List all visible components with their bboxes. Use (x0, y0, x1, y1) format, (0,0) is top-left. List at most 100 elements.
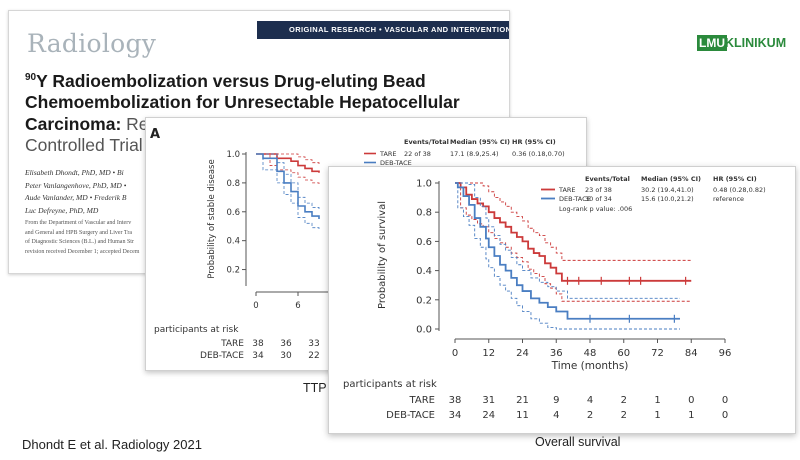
legend-series-name: TARE (379, 150, 397, 158)
risk-value: 38 (252, 339, 264, 349)
legend-median: 30.2 (19.4,41.0) (641, 186, 694, 194)
x-tick-label: 60 (617, 348, 630, 359)
debtace-ci-upper (455, 182, 680, 299)
risk-value: 2 (621, 410, 627, 421)
tare-ci-upper (455, 182, 692, 261)
logo-box: LMU (697, 35, 727, 51)
legend-series-name: TARE (558, 186, 576, 194)
legend-events: 30 of 34 (585, 195, 612, 203)
risk-value: 4 (587, 395, 593, 406)
legend-series-name: DEB-TACE (380, 159, 412, 167)
legend-median: 15.6 (10.0,21.2) (641, 195, 694, 203)
debtace-ci-lower (455, 182, 680, 330)
y-tick-label: 0.2 (416, 295, 432, 306)
affiliation-line: and General and HPB Surgery and Liver Tr… (25, 229, 133, 236)
risk-table-title: participants at risk (154, 325, 239, 335)
y-tick-label: 0.8 (416, 208, 432, 219)
y-tick-label: 1.0 (416, 179, 432, 190)
risk-value: 36 (280, 339, 292, 349)
author-line: Peter Vanlangenhove, PhD, MD • (25, 180, 127, 190)
legend-events: 23 of 38 (585, 186, 612, 194)
legend-series-name: DEB-TACE (559, 195, 591, 203)
author-line: Elisabeth Dhondt, PhD, MD • Bi (25, 168, 124, 177)
legend-header: HR (95% CI) (512, 138, 556, 146)
risk-value: 0 (722, 410, 728, 421)
affiliation-line: of Diagnostic Sciences (B.L.) and Human … (25, 239, 134, 245)
legend-header: Median (95% CI) (450, 138, 510, 146)
legend-median: 17.1 (8.9,25.4) (450, 150, 499, 158)
risk-value: 0 (688, 395, 694, 406)
risk-value: 34 (449, 410, 462, 421)
debtace-ci-lower (256, 153, 320, 231)
risk-row-name: DEB-TACE (386, 410, 435, 421)
x-tick-label: 96 (719, 348, 732, 359)
y-tick-label: 0.4 (226, 237, 240, 247)
risk-value: 1 (688, 410, 694, 421)
os-chart-card: Probability of survival 1.0 0.8 0.6 0.4 0.2 0.… (328, 166, 796, 434)
y-tick-label: 0.8 (226, 179, 240, 189)
y-tick-label: 0.2 (226, 266, 240, 276)
debtace-curve (455, 182, 680, 320)
tare-ci-lower (455, 182, 692, 302)
y-tick-label: 0.4 (416, 266, 432, 277)
tare-curve (455, 182, 692, 282)
risk-value: 2 (587, 410, 593, 421)
tare-ci-upper (256, 153, 320, 165)
tare-ci-lower (256, 153, 320, 185)
risk-value: 31 (482, 395, 495, 406)
x-tick-label: 0 (452, 348, 458, 359)
y-tick-label: 1.0 (226, 150, 240, 160)
risk-value: 38 (449, 395, 462, 406)
y-axis-label: Probability of survival (377, 201, 388, 309)
x-axis-label: Time (months) (551, 360, 629, 372)
logrank-p-value: Log-rank p value: .006 (559, 205, 632, 213)
citation: Dhondt E et al. Radiology 2021 (22, 437, 202, 452)
affiliation-line: revision received December 1; accepted D… (25, 248, 140, 255)
risk-value: 24 (482, 410, 495, 421)
risk-value: 22 (308, 351, 319, 361)
title-main: Y Radioembolization versus Drug-eluting … (25, 70, 460, 134)
legend-header: Events/Total (404, 138, 449, 146)
risk-value: 33 (308, 339, 319, 349)
author-list: Elisabeth Dhondt, PhD, MD • Bi Peter Van… (25, 167, 175, 217)
panel-label: A (150, 127, 160, 142)
author-line: Aude Vanlander, MD • Frederik B (25, 193, 127, 202)
journal-name: Radiology (27, 29, 157, 58)
x-tick-label: 84 (685, 348, 698, 359)
x-tick-label: 48 (584, 348, 597, 359)
legend-hr: 0.48 (0.28,0.82) (713, 186, 766, 194)
x-tick-label: 36 (550, 348, 563, 359)
legend-events: 22 of 38 (404, 150, 431, 158)
section-banner: ORIGINAL RESEARCH • VASCULAR AND INTERVE… (257, 21, 509, 39)
risk-value: 0 (722, 395, 728, 406)
risk-row-name: TARE (220, 339, 244, 349)
risk-value: 1 (654, 395, 660, 406)
affiliation-line: From the Department of Vascular and Inte… (25, 220, 132, 226)
ttp-caption: TTP (303, 381, 327, 395)
risk-value: 1 (654, 410, 660, 421)
risk-value: 4 (553, 410, 559, 421)
y-tick-label: 0.6 (226, 208, 240, 218)
risk-value: 2 (621, 395, 627, 406)
title-superscript: 90 (25, 72, 37, 83)
x-tick-label: 72 (651, 348, 664, 359)
risk-row-name: TARE (409, 395, 435, 406)
x-tick-label: 12 (482, 348, 495, 359)
legend-header: HR (95% CI) (713, 175, 757, 183)
risk-value: 30 (280, 351, 292, 361)
risk-value: 34 (252, 351, 264, 361)
legend-header: Events/Total (585, 175, 630, 183)
legend-hr: 0.36 (0.18,0.70) (512, 150, 565, 158)
author-line: Luc Defreyne, PhD, MD (25, 205, 99, 215)
x-tick-label: 0 (253, 301, 258, 311)
y-tick-label: 0.0 (416, 325, 432, 336)
risk-table-title: participants at risk (343, 379, 437, 390)
os-chart: Probability of survival 1.0 0.8 0.6 0.4 0.2 0.… (343, 175, 766, 421)
x-tick-label: 6 (295, 301, 300, 311)
os-caption: Overall survival (535, 435, 621, 449)
risk-value: 21 (516, 395, 529, 406)
legend-hr: reference (713, 195, 744, 203)
y-axis-label: Probability of stable disease (207, 159, 217, 278)
y-tick-label: 0.6 (416, 237, 432, 248)
legend-header: Median (95% CI) (641, 175, 701, 183)
